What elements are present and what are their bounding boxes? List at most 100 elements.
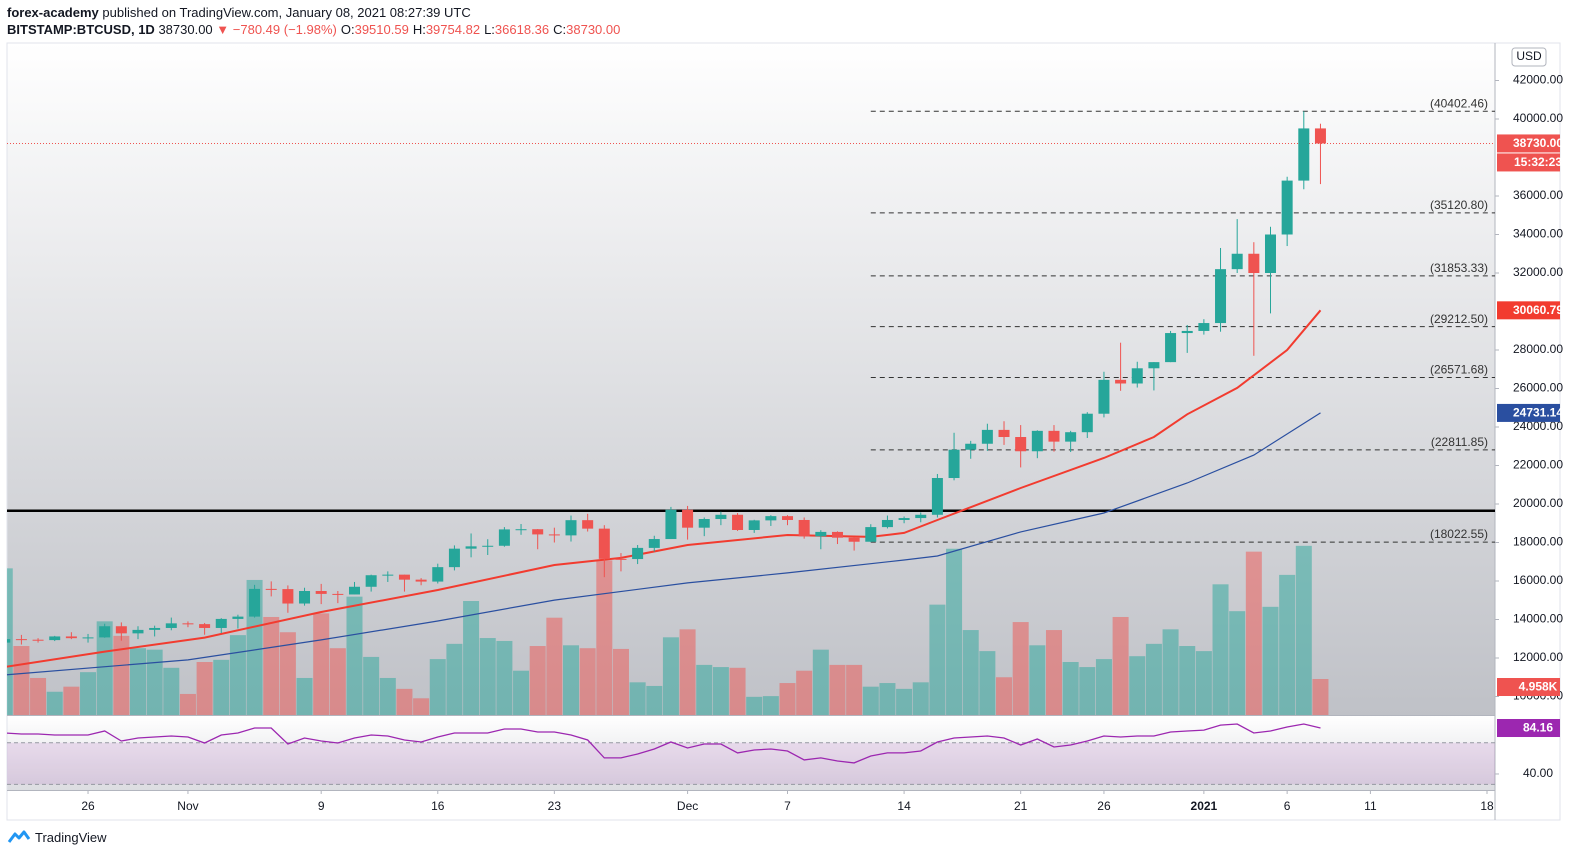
candle-body [415,579,427,582]
volume-bar [446,643,463,715]
brand-icon [7,830,31,843]
candle-body [998,429,1010,438]
candle-body [65,636,77,639]
volume-bar [1179,646,1196,715]
volume-bar [196,662,213,715]
candle-body [199,624,211,628]
volume-bar [63,686,80,715]
volume-bar [229,635,246,715]
candle-body [1131,368,1143,384]
candle-body [1231,253,1243,270]
candle-body [182,623,194,625]
candle-body [299,591,311,604]
volume-bar [962,630,979,715]
volume-bar [529,646,546,715]
candle-body [682,509,694,528]
candle-body [981,429,993,444]
volume-bar [712,667,729,715]
candle-body [831,531,843,538]
y-tick-label: 14000.00 [1513,612,1563,626]
volume-bar [80,672,97,715]
field-value: 36618.36 [494,22,550,37]
volume-bar [1295,545,1312,715]
candle-body [765,516,777,521]
candle-body [782,516,794,520]
candle-body [548,534,560,536]
volume-bar [1262,606,1279,715]
ohlc-fields: O:39510.59 H:39754.82 L:36618.36 C:38730.00 [337,22,621,37]
candle-body [1148,362,1160,369]
symbol: BITSTAMP:BTCUSD, 1D [7,22,155,37]
candle-body [1048,430,1060,442]
candle-body [1181,330,1193,334]
candle-body [632,547,644,560]
candle-body [1031,430,1043,452]
y-tick-label: 12000.00 [1513,650,1563,664]
volume-bar [579,648,596,715]
last-price-tag: 38730.00 [1513,136,1563,150]
volume-bar [746,696,763,715]
candle-body [798,519,810,537]
volume-tag-box [1497,678,1560,697]
brand: TradingView [7,829,107,845]
volume-bar [396,688,413,715]
volume-bar [1145,643,1162,715]
volume-bar [496,640,513,715]
field-label: C: [553,22,567,37]
candle-body [1115,379,1127,384]
candle-body [398,574,410,580]
volume-bar [812,649,829,715]
candle-body [698,519,710,528]
ma-line [7,412,1321,676]
volume-bar [1062,662,1079,715]
candle-body [232,616,244,619]
candle-body [598,528,610,559]
field-value: 39510.59 [354,22,409,37]
brand-name: TradingView [35,829,107,845]
candle-body [99,626,111,638]
volume-bar [1245,551,1262,715]
volume-bar [179,693,196,715]
volume-bar [263,616,280,715]
volume-bar [346,596,363,715]
x-tick-label: 26 [81,799,95,813]
candle-body [1314,128,1326,144]
volume-bar [879,683,896,715]
rsi-tag-box [1497,719,1560,738]
volume-bar [646,685,663,715]
y-tick-label: 36000.00 [1513,188,1563,202]
volume-bar [946,548,963,715]
candle-body [482,545,494,547]
candle-body [115,626,127,634]
x-tick-label: 21 [1014,799,1028,813]
volume-bar [13,646,30,715]
currency-box [1511,47,1547,67]
volume-bar [862,686,879,715]
axes: 10000.0012000.0014000.0016000.0018000.00… [81,47,1563,813]
fib-label: (35120.80) [1430,198,1488,212]
volume-bar [413,698,430,715]
volume-bar [1079,667,1096,715]
volume-bar [313,613,330,715]
fib-label: (18022.55) [1430,527,1488,541]
volume-bar [479,638,496,715]
volume-bar [1012,622,1029,715]
volume-bar [379,677,396,715]
candle-body [1165,333,1177,363]
volume-bar [1162,629,1179,715]
candle-body [1081,413,1093,433]
candle-body [848,537,860,542]
y-tick-label: 22000.00 [1513,458,1563,472]
volume-bar [513,670,530,715]
countdown-tag: 15:32:23 [1514,155,1562,169]
symbol-legend: BITSTAMP:BTCUSD, 1D 38730.00 ▼ −780.49 (… [7,22,620,37]
y-tick-label: 24000.00 [1513,419,1563,433]
candle-body [249,588,261,617]
candle-body [898,518,910,520]
x-tick-label: 14 [897,799,911,813]
author: forex-academy [7,5,99,20]
x-tick-label: Dec [677,799,698,813]
x-tick-label: 18 [1480,799,1494,813]
candle-body [348,586,360,595]
candle-body [265,588,277,590]
